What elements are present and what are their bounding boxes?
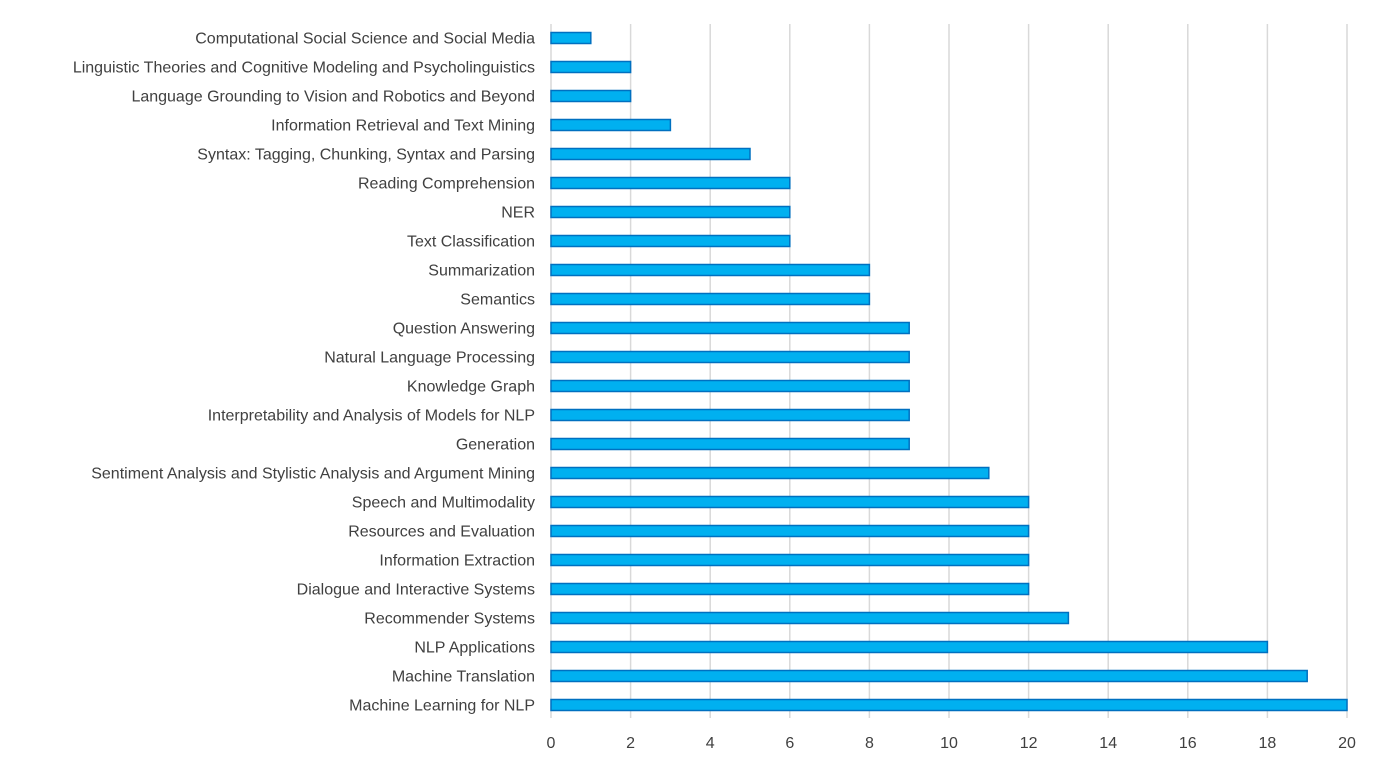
category-label: Natural Language Processing <box>324 350 535 367</box>
category-label: NER <box>501 205 535 222</box>
bar <box>550 147 751 161</box>
category-label: Generation <box>456 437 535 454</box>
bar <box>550 408 910 422</box>
category-label: Machine Learning for NLP <box>349 698 535 715</box>
x-tick-label: 2 <box>626 735 635 752</box>
bar <box>550 582 1030 596</box>
category-label: NLP Applications <box>414 640 535 657</box>
x-tick-label: 10 <box>940 735 958 752</box>
category-label: Language Grounding to Vision and Robotic… <box>131 89 535 106</box>
category-label: Syntax: Tagging, Chunking, Syntax and Pa… <box>197 147 535 164</box>
bar <box>550 524 1030 538</box>
bar <box>550 205 791 219</box>
bar <box>550 292 871 306</box>
category-label: Text Classification <box>407 234 535 251</box>
bar <box>550 466 990 480</box>
x-tick-label: 20 <box>1338 735 1356 752</box>
category-label: Speech and Multimodality <box>352 495 535 512</box>
category-label: Knowledge Graph <box>407 379 535 396</box>
category-label: Recommender Systems <box>364 611 535 628</box>
bar <box>550 176 791 190</box>
category-label: Sentiment Analysis and Stylistic Analysi… <box>91 466 535 483</box>
bar <box>550 495 1030 509</box>
bar <box>550 89 632 103</box>
x-axis-ticks: 0 2 4 6 8 10 12 14 16 18 20 <box>547 735 1356 752</box>
x-tick-label: 6 <box>785 735 794 752</box>
bars <box>550 31 1348 712</box>
category-label: Information Extraction <box>379 553 535 570</box>
category-label: Computational Social Science and Social … <box>195 31 535 48</box>
bar <box>550 553 1030 567</box>
x-tick-label: 12 <box>1020 735 1038 752</box>
bar <box>550 669 1308 683</box>
bar <box>550 350 910 364</box>
category-label: Interpretability and Analysis of Models … <box>208 408 535 425</box>
category-label: Machine Translation <box>392 669 535 686</box>
category-label: Information Retrieval and Text Mining <box>271 118 535 135</box>
category-label: Semantics <box>460 292 535 309</box>
gridlines <box>550 24 1348 718</box>
category-label: Linguistic Theories and Cognitive Modeli… <box>73 60 535 77</box>
x-tick-label: 16 <box>1179 735 1197 752</box>
x-tick-label: 4 <box>706 735 715 752</box>
x-tick-label: 18 <box>1259 735 1277 752</box>
category-label: Resources and Evaluation <box>348 524 535 541</box>
category-labels: Computational Social Science and Social … <box>73 31 535 715</box>
bar <box>550 321 910 335</box>
bar <box>550 60 632 74</box>
bar <box>550 31 592 45</box>
x-tick-label: 8 <box>865 735 874 752</box>
bar <box>550 611 1070 625</box>
x-tick-label: 14 <box>1099 735 1117 752</box>
bar <box>550 640 1269 654</box>
category-label: Question Answering <box>393 321 535 338</box>
bar <box>550 263 871 277</box>
category-label: Summarization <box>428 263 535 280</box>
category-label: Reading Comprehension <box>358 176 535 193</box>
bar <box>550 118 672 132</box>
bar <box>550 379 910 393</box>
bar <box>550 234 791 248</box>
bar <box>550 698 1348 712</box>
bar <box>550 437 910 451</box>
category-label: Dialogue and Interactive Systems <box>297 582 535 599</box>
x-tick-label: 0 <box>547 735 556 752</box>
